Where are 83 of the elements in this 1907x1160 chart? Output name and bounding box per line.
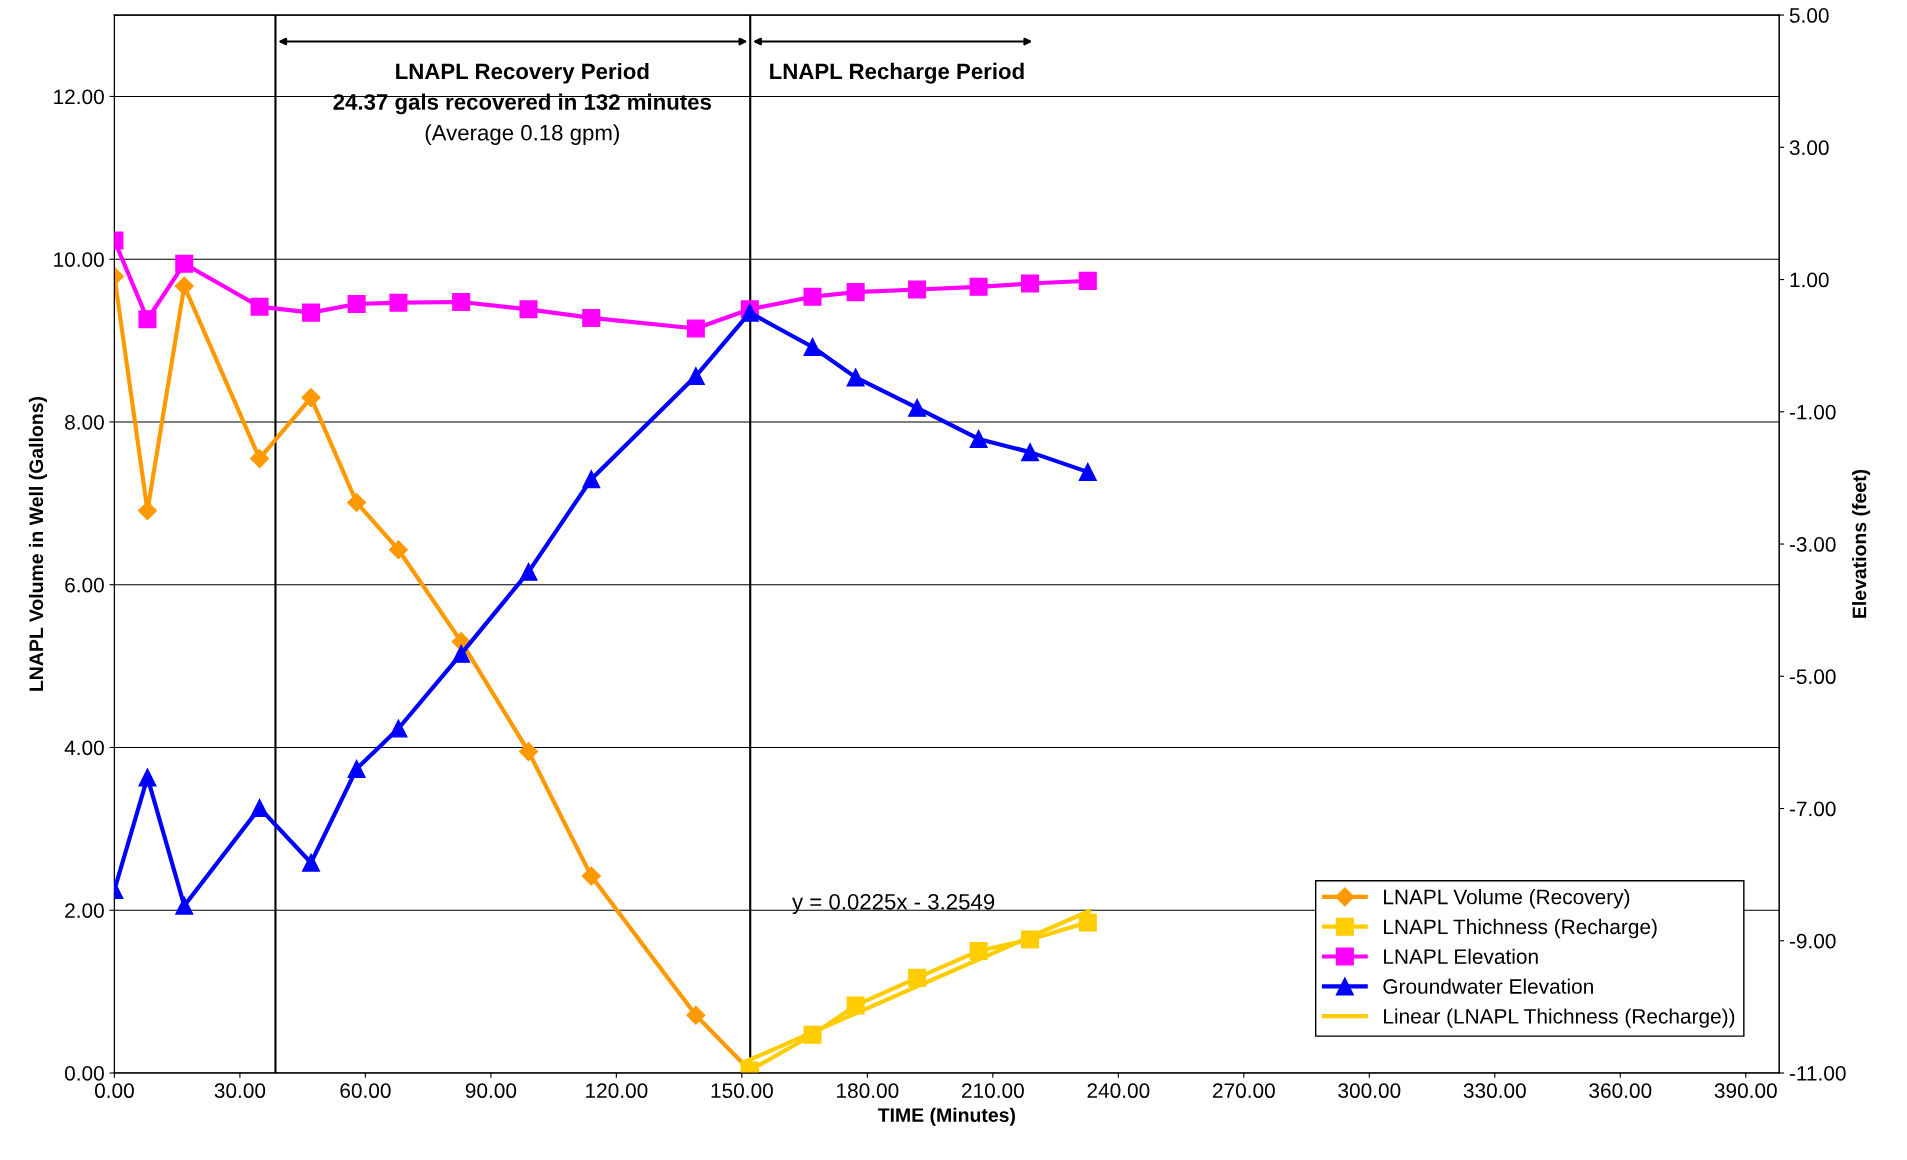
annotation: LNAPL Recovery Period [396, 62, 649, 84]
point [519, 300, 538, 319]
x-tick-label: 270.00 [1213, 1083, 1275, 1099]
point [908, 280, 927, 299]
y-tick-label: 6.00 [65, 577, 104, 593]
point [175, 254, 194, 273]
point [174, 276, 194, 296]
point [301, 303, 321, 322]
legend-label: LNAPL Volume (Recovery) [1384, 889, 1630, 909]
y-tick-label: 4.00 [64, 740, 104, 756]
point [686, 319, 705, 338]
y2-tick-label: -7.00 [1789, 801, 1836, 817]
point [250, 798, 269, 817]
point [301, 388, 321, 408]
point [1078, 462, 1097, 481]
x-tick-label: 300.00 [1338, 1083, 1401, 1099]
point [137, 501, 157, 521]
point [250, 297, 269, 316]
y2-tick-label: -11.00 [1789, 1066, 1846, 1081]
legend-label: LNAPL Elevation [1384, 948, 1538, 965]
legend-label: Groundwater Elevation [1383, 978, 1593, 994]
legend-label: LNAPL Thichness (Recharge) [1384, 918, 1657, 939]
x-tick-label: 60.00 [340, 1083, 391, 1099]
x-tick-label: 90.00 [465, 1083, 517, 1099]
point [686, 367, 705, 386]
x-tick-label: 120.00 [586, 1083, 648, 1099]
point [1021, 443, 1040, 462]
y-tick-label: 8.00 [65, 414, 104, 430]
point [686, 1005, 706, 1025]
legend-label: Linear (LNAPL Thichness (Recharge)) [1384, 1008, 1735, 1028]
x-tick-label: 360.00 [1589, 1083, 1652, 1099]
y2-axis-title: Elevations (feet) [1852, 469, 1871, 618]
point [908, 398, 927, 417]
point [347, 493, 367, 513]
annotation: LNAPL Recharge Period [770, 62, 1024, 84]
y2-tick-label: -1.00 [1789, 404, 1836, 420]
x-axis-title: TIME (Minutes) [877, 1107, 1015, 1126]
y-tick-label: 12.00 [54, 89, 104, 105]
point [969, 429, 988, 448]
y2-tick-label: 3.00 [1789, 140, 1829, 156]
x-tick-label: 150.00 [711, 1083, 773, 1099]
y2-tick-label: -5.00 [1789, 669, 1836, 685]
point [803, 287, 822, 306]
x-tick-label: 30.00 [214, 1083, 266, 1099]
point [846, 368, 865, 387]
x-tick-label: 210.00 [962, 1083, 1024, 1099]
point [347, 294, 366, 314]
point [452, 293, 471, 312]
point [518, 742, 539, 762]
point [250, 449, 270, 469]
point [1078, 913, 1097, 932]
point [301, 853, 321, 872]
point [452, 644, 471, 663]
x-tick-label: 240.00 [1087, 1083, 1150, 1099]
point [581, 866, 601, 886]
y2-tick-label: 1.00 [1790, 272, 1829, 288]
x-tick-label: 0.00 [94, 1083, 134, 1099]
point [969, 277, 988, 296]
y-tick-label: 10.00 [54, 252, 104, 267]
point [389, 719, 408, 738]
y-axis-title: LNAPL Volume in Well (Gallons) [28, 396, 48, 691]
x-tick-label: 180.00 [837, 1083, 899, 1099]
point [389, 293, 408, 312]
point [519, 562, 538, 581]
x-tick-label: 390.00 [1714, 1083, 1777, 1099]
point [388, 540, 408, 560]
annotation: (Average 0.18 gpm) [425, 124, 619, 145]
point [347, 759, 366, 778]
point [175, 896, 194, 915]
y-tick-label: 2.00 [65, 903, 104, 918]
point [803, 337, 822, 357]
point [582, 308, 601, 327]
point [1021, 274, 1040, 293]
y-tick-label: 0.00 [64, 1066, 104, 1081]
point [1078, 271, 1097, 290]
y2-tick-label: -3.00 [1789, 537, 1836, 552]
y2-tick-label: 5.00 [1789, 8, 1829, 23]
point [138, 310, 157, 329]
point [582, 470, 601, 489]
y2-tick-label: -9.00 [1789, 933, 1836, 949]
x-tick-label: 330.00 [1463, 1083, 1526, 1099]
point [138, 768, 157, 787]
point [846, 283, 865, 302]
